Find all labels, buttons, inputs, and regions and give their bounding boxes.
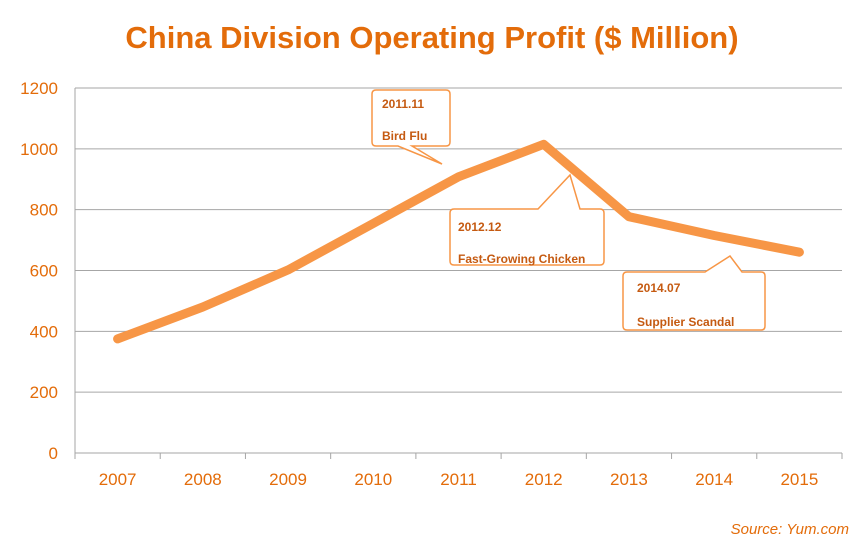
y-tick-label: 800 [30, 201, 58, 220]
x-tick-label: 2007 [99, 470, 137, 489]
data-point-2012 [542, 143, 545, 146]
y-tick-label: 200 [30, 383, 58, 402]
data-point-2007 [116, 337, 119, 340]
y-axis-ticks: 0 200 400 600 800 1000 1200 [20, 79, 58, 463]
y-tick-label: 1000 [20, 140, 58, 159]
x-tick-label: 2014 [695, 470, 733, 489]
x-tick-label: 2009 [269, 470, 307, 489]
data-point-2008 [201, 306, 204, 308]
x-tick-label: 2013 [610, 470, 648, 489]
x-tick-label: 2015 [780, 470, 818, 489]
x-axis-ticks: 2007 2008 2009 2010 2011 2012 2013 2014 2015 [74, 453, 843, 489]
chart-title: China Division Operating Profit ($ Milli… [125, 20, 738, 55]
callout-box-supplier-scandal [622, 254, 766, 331]
source-note: Source: Yum.com [731, 521, 849, 538]
data-point-2010 [372, 222, 375, 225]
callout-box-bird-flu [371, 89, 451, 165]
annotation-date: 2012.12 [458, 220, 502, 234]
series-layer [113, 139, 804, 344]
annotations: 2011.11 Bird Flu 2012.12 Fast-Growing Ch… [371, 89, 766, 331]
x-tick-label: 2012 [525, 470, 563, 489]
annotation-date: 2011.11 [382, 97, 424, 111]
y-tick-label: 400 [30, 322, 58, 341]
annotation-fast-growing-chicken: 2012.12 Fast-Growing Chicken [449, 173, 605, 266]
annotation-date: 2014.07 [637, 281, 681, 295]
annotation-label: Bird Flu [382, 129, 427, 143]
data-point-2015 [798, 251, 801, 254]
annotation-label: Supplier Scandal [637, 315, 734, 329]
y-tick-label: 0 [49, 444, 58, 463]
y-tick-label: 600 [30, 262, 58, 281]
y-tick-label: 1200 [20, 79, 58, 98]
annotation-bird-flu: 2011.11 Bird Flu [371, 89, 451, 165]
data-point-2014 [713, 234, 716, 237]
annotation-label: Fast-Growing Chicken [458, 252, 585, 266]
data-point-2013 [627, 215, 630, 218]
data-point-2009 [287, 268, 290, 271]
data-point-2011 [457, 175, 460, 178]
x-tick-label: 2011 [440, 470, 477, 489]
x-tick-label: 2010 [354, 470, 392, 489]
x-tick-label: 2008 [184, 470, 222, 489]
callout-box-fast-growing-chicken [449, 173, 605, 266]
annotation-supplier-scandal: 2014.07 Supplier Scandal [622, 254, 766, 331]
